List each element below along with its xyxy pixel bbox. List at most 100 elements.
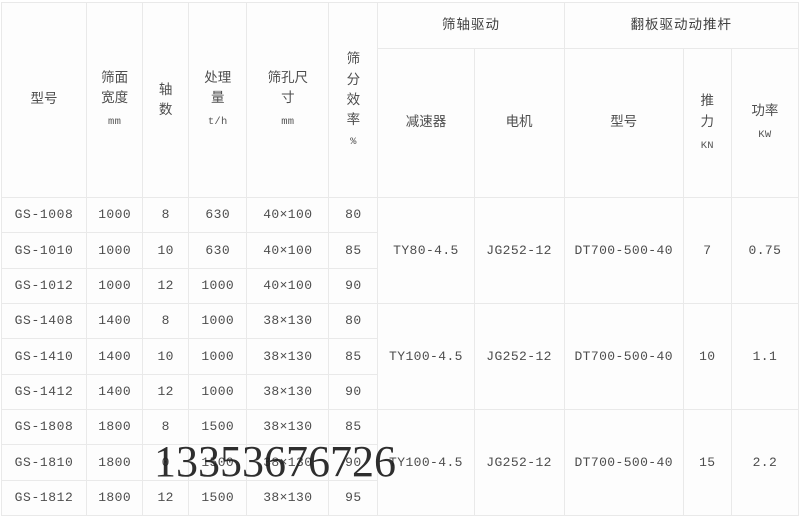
cell-screening-efficiency: 85 — [328, 408, 379, 446]
cell-screening-efficiency: 85 — [328, 232, 379, 269]
cell-aperture-size: 38×130 — [246, 338, 330, 375]
group-header-flap-drive-push-rod: 翻板驱动动推杆 — [563, 2, 800, 49]
cell-screening-efficiency: 90 — [328, 373, 379, 410]
cell-power: 2.2 — [730, 408, 800, 517]
cell-aperture-size: 40×100 — [246, 267, 330, 304]
header-label-capacity: 处理 量 — [204, 70, 232, 106]
cell-capacity: 630 — [188, 196, 248, 234]
cell-motor: JG252-12 — [473, 196, 565, 304]
cell-aperture-size: 38×130 — [246, 479, 330, 517]
cell-model: GS-1412 — [0, 373, 88, 410]
cell-shaft-count: 8 — [142, 302, 190, 340]
header-unit-screen-width: mm — [108, 116, 122, 129]
cell-shaft-count: 12 — [142, 373, 190, 410]
header-cell-aperture-size: 筛孔尺 寸 mm — [246, 2, 330, 198]
cell-model: GS-1810 — [0, 444, 88, 481]
table-row: GS-1408 1400 8 1000 38×130 80 TY100-4.5 … — [0, 302, 800, 410]
cell-reducer: TY80-4.5 — [377, 196, 475, 304]
cell-model: GS-1408 — [0, 302, 88, 340]
cell-shaft-count: 10 — [142, 232, 190, 269]
header-cell-reducer: 减速器 — [377, 47, 475, 198]
cell-screening-efficiency: 90 — [328, 444, 379, 481]
cell-model: GS-1008 — [0, 196, 88, 234]
header-label-power: 功率 — [751, 102, 779, 119]
header-cell-capacity: 处理 量 t/h — [188, 2, 248, 198]
header-cell-motor: 电机 — [473, 47, 565, 198]
header-unit-power: KW — [758, 129, 772, 142]
header-cell-screen-width: 筛面 宽度 mm — [86, 2, 144, 198]
cell-capacity: 1500 — [188, 408, 248, 446]
header-unit-thrust: KN — [700, 139, 714, 152]
cell-screen-width: 1000 — [86, 196, 144, 234]
cell-model: GS-1010 — [0, 232, 88, 269]
cell-screen-width: 1400 — [86, 338, 144, 375]
header-cell-screening-efficiency: 筛 分 效 率 % — [328, 2, 379, 198]
cell-screening-efficiency: 95 — [328, 479, 379, 517]
cell-capacity: 1000 — [188, 373, 248, 410]
cell-power: 0.75 — [730, 196, 800, 304]
table-row: GS-1412 1400 12 1000 38×130 90 — [0, 373, 799, 410]
header-label-model: 型号 — [30, 91, 58, 108]
cell-thrust: 10 — [682, 302, 732, 410]
cell-aperture-size: 38×130 — [246, 408, 330, 446]
cell-model: GS-1808 — [0, 408, 88, 446]
header-unit-capacity: t/h — [207, 116, 228, 129]
group-header-screen-shaft-drive-label: 筛轴驱动 — [442, 17, 501, 34]
cell-motor: JG252-12 — [473, 302, 565, 410]
header-cell-thrust: 推 力 KN — [682, 47, 732, 198]
cell-shaft-count: 10 — [142, 338, 190, 375]
cell-screen-width: 1000 — [86, 232, 144, 269]
table-row: GS-1410 1400 10 1000 38×130 85 — [0, 338, 799, 375]
header-label-screening-efficiency: 筛 分 效 率 — [346, 51, 361, 129]
header-label-shaft-count: 轴 数 — [158, 81, 173, 118]
header-label-motor: 电机 — [505, 113, 533, 130]
cell-screening-efficiency: 90 — [328, 267, 379, 304]
header-label-rod-model: 型号 — [610, 113, 638, 130]
cell-screen-width: 1400 — [86, 302, 144, 340]
cell-screening-efficiency: 80 — [328, 196, 379, 234]
header-label-aperture-size: 筛孔尺 寸 — [267, 70, 309, 106]
cell-capacity: 1000 — [188, 267, 248, 304]
table-row: GS-1008 1000 8 630 40×100 80 TY80-4.5 JG… — [0, 196, 800, 304]
cell-rod-model: DT700-500-40 — [563, 302, 684, 410]
group-header-flap-drive-push-rod-label: 翻板驱动动推杆 — [630, 17, 733, 34]
header-label-thrust: 推 力 — [700, 93, 715, 130]
cell-screening-efficiency: 85 — [328, 338, 379, 375]
header-cell-rod-model: 型号 — [563, 47, 684, 198]
cell-screen-width: 1800 — [86, 444, 144, 481]
cell-capacity: 1500 — [188, 479, 248, 517]
cell-screen-width: 1800 — [86, 479, 144, 517]
cell-aperture-size: 38×130 — [246, 444, 330, 481]
table-row: GS-1010 1000 10 630 40×100 85 — [0, 232, 799, 269]
cell-capacity: 1000 — [188, 338, 248, 375]
cell-aperture-size: 40×100 — [246, 232, 330, 269]
cell-rod-model: DT700-500-40 — [563, 196, 684, 304]
header-label-reducer: 减速器 — [405, 113, 447, 130]
cell-shaft-count: 12 — [142, 267, 190, 304]
cell-shaft-count: 8 — [142, 196, 190, 234]
cell-reducer: TY100-4.5 — [377, 302, 475, 410]
cell-rod-model: DT700-500-40 — [563, 408, 684, 517]
cell-shaft-count: 12 — [142, 479, 190, 517]
header-unit-aperture-size: mm — [281, 116, 295, 129]
cell-shaft-count: 8 — [142, 408, 190, 446]
cell-capacity: 1000 — [188, 302, 248, 340]
cell-aperture-size: 38×130 — [246, 373, 330, 410]
cell-shaft-count: 0 — [142, 444, 190, 481]
header-cell-model: 型号 — [0, 2, 88, 198]
cell-motor: JG252-12 — [473, 408, 565, 517]
cell-capacity: 630 — [188, 232, 248, 269]
cell-reducer: TY100-4.5 — [377, 408, 475, 517]
header-unit-screening-efficiency: % — [350, 136, 357, 149]
table-header-row-subcolumns: 减速器 电机 型号 推 力 KN — [2, 47, 800, 198]
cell-power: 1.1 — [730, 302, 800, 410]
table-row: GS-1808 1800 8 1500 38×130 85 TY100-4.5 … — [0, 408, 800, 517]
cell-thrust: 15 — [682, 408, 732, 517]
cell-model: GS-1812 — [0, 479, 88, 517]
header-cell-shaft-count: 轴 数 — [142, 2, 190, 198]
cell-aperture-size: 38×130 — [246, 302, 330, 340]
header-cell-power: 功率 KW — [730, 47, 800, 198]
cell-screening-efficiency: 80 — [328, 302, 379, 340]
